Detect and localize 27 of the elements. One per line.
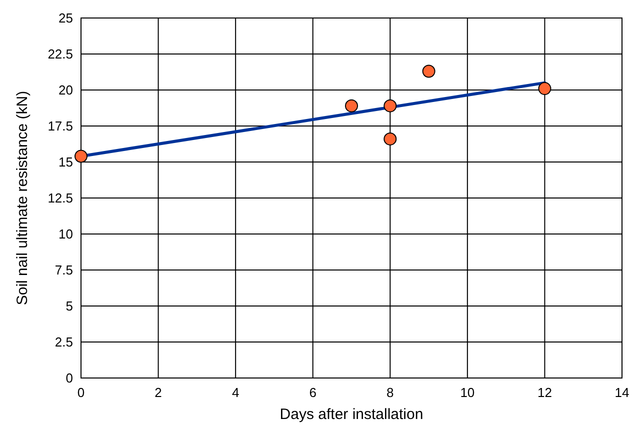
point: [345, 99, 358, 112]
y-tick-label: 25: [58, 10, 73, 26]
x-tick-label: 14: [614, 385, 630, 400]
x-tick-label: 12: [537, 385, 552, 400]
x-tick-label: 2: [154, 385, 162, 400]
y-tick-label: 7.5: [54, 262, 73, 278]
point: [74, 150, 88, 163]
point: [384, 132, 397, 146]
point: [538, 82, 552, 96]
point: [384, 99, 397, 112]
y-tick-label: 0: [66, 370, 73, 386]
x-axis-title: Days after installation: [280, 406, 424, 423]
y-tick-label: 5: [66, 298, 73, 314]
y-axis-title: Soil nail ultimate resistance (kN): [14, 90, 31, 306]
y-tick-label: 17.5: [48, 118, 73, 134]
y-tick-label: 20: [58, 82, 73, 98]
y-tick-label: 12.5: [48, 190, 73, 206]
x-tick-label: 4: [232, 385, 240, 400]
y-tick-label: 10: [58, 226, 73, 242]
y-tick-label: 2.5: [54, 334, 73, 350]
x-tick-label: 8: [386, 385, 394, 400]
point: [422, 64, 436, 78]
x-tick-label: 0: [77, 385, 85, 400]
y-tick-label: 15: [58, 154, 73, 170]
x-tick-label: 6: [309, 385, 316, 400]
y-tick-label: 22.5: [48, 46, 73, 62]
x-tick-label: 10: [460, 385, 475, 400]
